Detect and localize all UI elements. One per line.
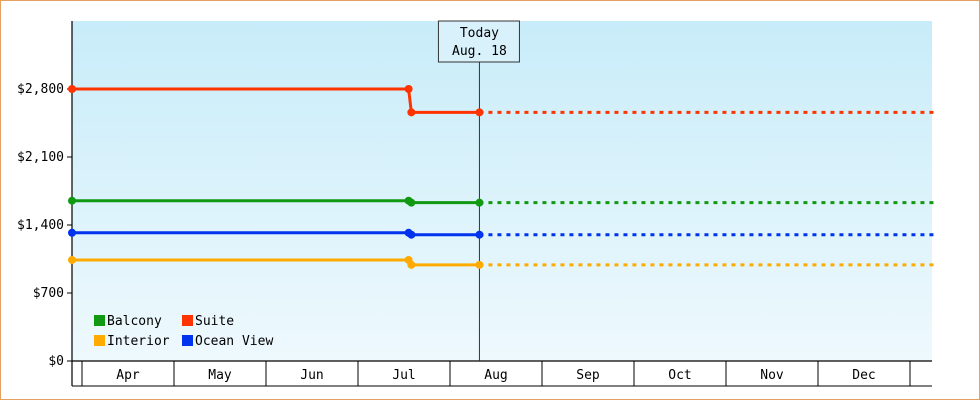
series-suite-point xyxy=(407,108,416,117)
x-tick-label: Oct xyxy=(668,368,691,383)
series-interior-point xyxy=(407,260,416,269)
x-tick-label: May xyxy=(208,368,232,383)
plot-background xyxy=(72,21,932,361)
x-tick-label: Apr xyxy=(116,368,140,383)
legend-label-interior: Interior xyxy=(107,334,170,349)
y-tick-label: $700 xyxy=(33,286,64,301)
y-tick-label: $0 xyxy=(48,354,64,369)
x-tick-label: Jul xyxy=(392,368,415,383)
series-balcony-point xyxy=(68,196,76,205)
x-tick-label: Nov xyxy=(760,368,784,383)
legend-label-ocean-view: Ocean View xyxy=(195,334,273,349)
y-tick-label: $2,100 xyxy=(17,150,64,165)
x-tick-label: Sep xyxy=(576,368,600,383)
series-interior-point xyxy=(475,260,484,269)
series-interior-point xyxy=(68,255,76,264)
series-ocean-view-point xyxy=(475,230,484,239)
legend-swatch-suite xyxy=(182,315,193,326)
today-date: Aug. 18 xyxy=(452,44,507,59)
series-suite-line xyxy=(72,87,480,114)
y-tick-label: $2,800 xyxy=(17,82,64,97)
series-balcony-point xyxy=(475,198,484,207)
series-suite-point xyxy=(68,85,76,93)
series-suite-point xyxy=(404,85,413,93)
legend-swatch-ocean-view xyxy=(182,335,193,346)
legend-swatch-balcony xyxy=(94,315,105,326)
legend-swatch-interior xyxy=(94,335,105,346)
legend-label-suite: Suite xyxy=(195,314,234,329)
today-label: Today xyxy=(460,26,499,41)
series-ocean-view-point xyxy=(407,230,416,239)
y-tick-label: $1,400 xyxy=(17,218,64,233)
today-box xyxy=(437,20,520,63)
x-tick-label: Dec xyxy=(852,368,875,383)
x-tick-label: Aug xyxy=(484,368,507,383)
series-ocean-view-point xyxy=(68,228,76,237)
series-suite-point xyxy=(475,108,484,117)
series-balcony-point xyxy=(407,198,416,207)
legend-label-balcony: Balcony xyxy=(107,314,162,329)
x-tick-label: Jun xyxy=(300,368,323,383)
